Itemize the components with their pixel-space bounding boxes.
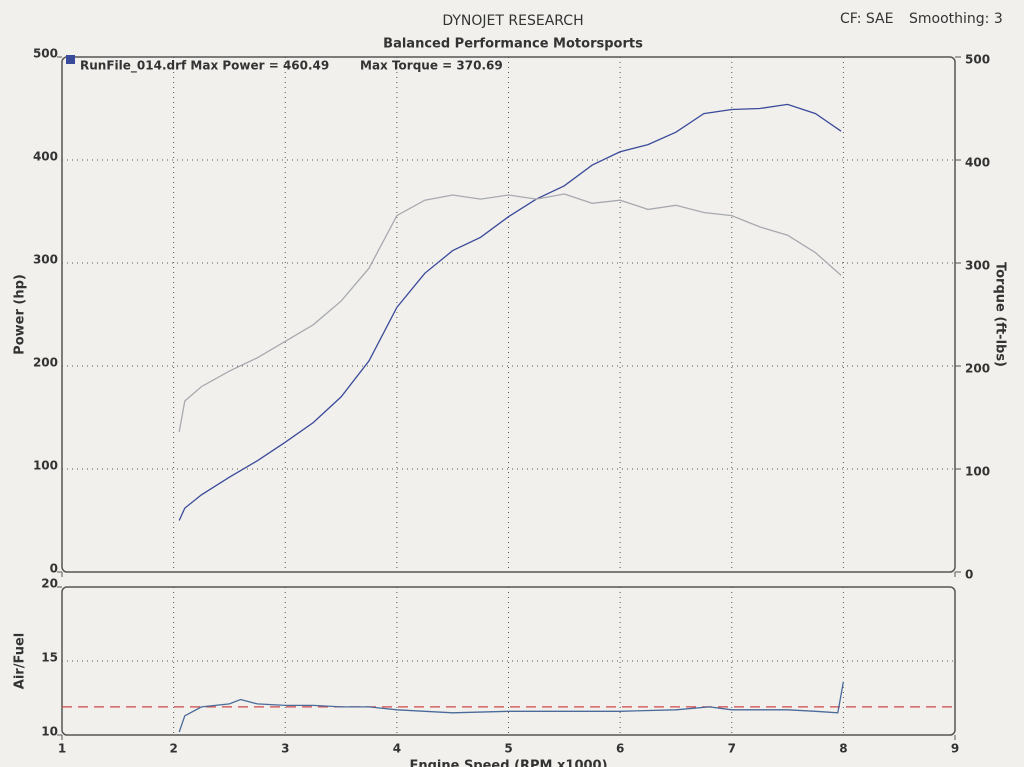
y-tick-label: 200 <box>33 356 58 370</box>
legend-label: RunFile_014.drf Max Power = 460.49 <box>80 59 329 74</box>
x-axis-label: Engine Speed (RPM x1000) <box>409 759 607 767</box>
y2-tick-label: 300 <box>965 259 990 273</box>
y2-tick-label: 400 <box>965 156 990 170</box>
y2-tick-label: 0 <box>965 568 973 582</box>
chart-title: DYNOJET RESEARCH <box>442 13 583 29</box>
y-tick-label: 15 <box>41 651 58 665</box>
y-axis-label: Power (hp) <box>13 274 28 355</box>
annotation: Smoothing: 3 <box>909 11 1003 27</box>
chart-subtitle: Balanced Performance Motorsports <box>383 37 643 52</box>
annotation: CF: SAE <box>840 11 893 27</box>
x-tick-label: 3 <box>281 742 289 756</box>
x-tick-label: 1 <box>58 742 66 756</box>
x-tick-label: 5 <box>504 742 512 756</box>
y2-tick-label: 200 <box>965 362 990 376</box>
y2-axis-label: Torque (ft-lbs) <box>993 262 1008 367</box>
y-tick-label: 100 <box>33 459 58 473</box>
y-tick-label: 500 <box>33 47 58 61</box>
x-tick-label: 7 <box>728 742 736 756</box>
x-tick-label: 9 <box>951 742 959 756</box>
x-tick-label: 4 <box>393 742 401 756</box>
y-tick-label: 10 <box>41 725 58 739</box>
y-tick-label: 400 <box>33 150 58 164</box>
x-tick-label: 2 <box>169 742 177 756</box>
y-axis-label: Air/Fuel <box>13 633 28 689</box>
y-tick-label: 0 <box>50 562 58 576</box>
legend-label: Max Torque = 370.69 <box>360 59 503 73</box>
series-line <box>178 103 842 521</box>
y2-tick-label: 100 <box>965 465 990 479</box>
legend-swatch <box>66 55 75 64</box>
series-line <box>178 193 842 433</box>
x-tick-label: 6 <box>616 742 624 756</box>
y-tick-label: 300 <box>33 253 58 267</box>
series-line <box>178 681 845 733</box>
y-tick-label: 20 <box>41 577 58 591</box>
x-tick-label: 8 <box>839 742 847 756</box>
y2-tick-label: 500 <box>965 53 990 67</box>
